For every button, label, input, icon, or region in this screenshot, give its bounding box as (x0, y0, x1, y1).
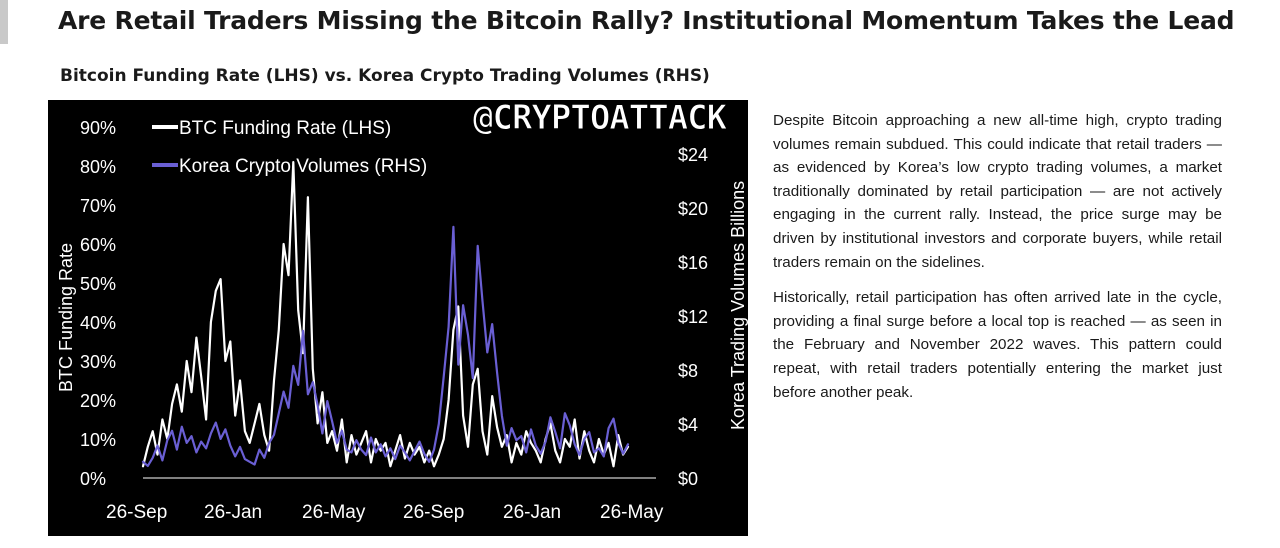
x-tick-label: 26-Jan (503, 502, 561, 523)
series-line-korea-volumes (141, 225, 630, 467)
left-accent-bar (0, 0, 8, 44)
x-tick-label: 26-May (600, 502, 664, 523)
x-tick-label: 26-Sep (106, 502, 167, 523)
y-tick-label: 60% (80, 235, 116, 255)
y-tick-label: 80% (80, 157, 116, 177)
series-line-funding-rate (141, 160, 630, 468)
y-tick-label: 10% (80, 430, 116, 450)
y-tick-label: 20% (80, 391, 116, 411)
y-tick-label: 70% (80, 196, 116, 216)
chart-subtitle: Bitcoin Funding Rate (LHS) vs. Korea Cry… (60, 66, 710, 86)
chart-container: 0% 10% 20% 30% 40% 50% 60% 70% 80% 90% $0 $4 $8 $12 $1… (48, 100, 748, 536)
y-tick-label: 30% (80, 352, 116, 372)
x-tick-label: 26-Jan (204, 502, 262, 523)
y2-tick-label: $12 (678, 307, 708, 327)
legend-label: Korea Crypto Volumes (RHS) (179, 156, 427, 177)
chart-svg: 0% 10% 20% 30% 40% 50% 60% 70% 80% 90% $0 $4 $8 $12 $1… (56, 118, 748, 523)
y-tick-label: 50% (80, 274, 116, 294)
commentary-paragraph-1: Despite Bitcoin approaching a new all-ti… (773, 112, 1222, 271)
commentary-column: Despite Bitcoin approaching a new all-ti… (773, 109, 1222, 416)
page-title: Are Retail Traders Missing the Bitcoin R… (58, 6, 1235, 35)
y2-axis-title: Korea Trading Volumes Billions (728, 181, 748, 430)
y-axis-title: BTC Funding Rate (56, 243, 76, 392)
y2-tick-label: $4 (678, 415, 698, 435)
watermark-text: @CRYPTOATTACK (472, 98, 727, 139)
y2-tick-label: $20 (678, 199, 708, 219)
y-tick-label: 90% (80, 118, 116, 138)
x-tick-label: 26-Sep (403, 502, 464, 523)
y2-tick-label: $16 (678, 253, 708, 273)
y2-tick-label: $8 (678, 361, 698, 381)
x-tick-label: 26-May (302, 502, 366, 523)
y-tick-label: 0% (80, 469, 106, 489)
legend-label: BTC Funding Rate (LHS) (179, 118, 391, 139)
commentary-paragraph-2: Historically, retail participation has o… (773, 289, 1222, 401)
y-tick-label: 40% (80, 313, 116, 333)
y2-tick-label: $24 (678, 145, 708, 165)
y2-tick-label: $0 (678, 469, 698, 489)
